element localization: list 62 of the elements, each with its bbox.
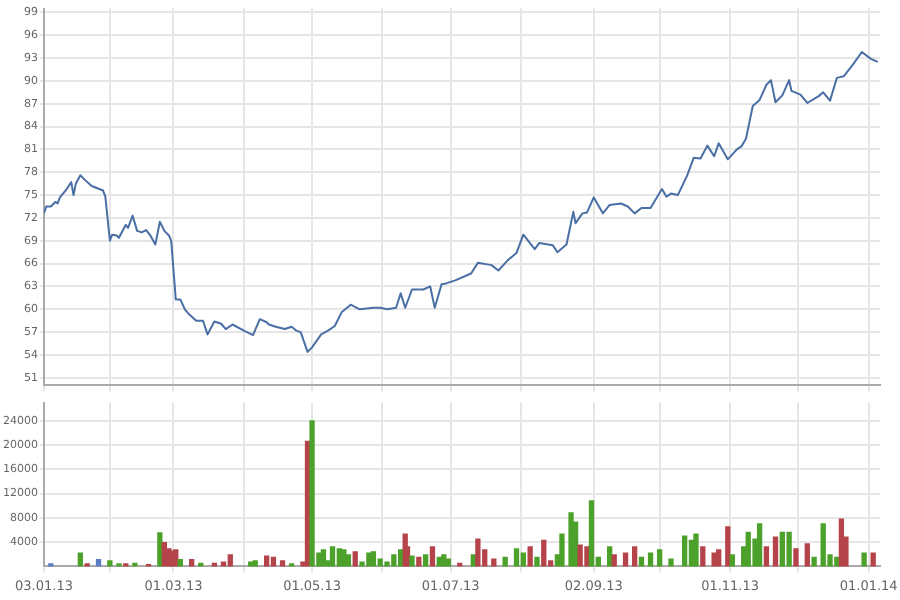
- bar: [366, 552, 372, 567]
- bar: [429, 546, 436, 567]
- bar: [189, 559, 195, 567]
- bar: [647, 552, 654, 567]
- bar: [527, 546, 533, 567]
- bar: [377, 558, 383, 567]
- bar: [370, 551, 377, 567]
- bar: [820, 523, 826, 567]
- bar: [668, 558, 674, 567]
- bar: [220, 561, 227, 567]
- bar: [252, 560, 258, 567]
- bar: [341, 549, 347, 567]
- bar: [384, 561, 390, 567]
- bar: [756, 523, 763, 567]
- bar: [656, 549, 663, 567]
- bar: [445, 558, 452, 567]
- bar: [534, 556, 540, 567]
- bar: [681, 535, 688, 567]
- bar: [607, 546, 613, 567]
- bar: [329, 546, 336, 567]
- bar: [772, 536, 779, 567]
- bar: [422, 554, 429, 567]
- bar: [588, 500, 595, 567]
- bar: [631, 546, 638, 567]
- bar: [177, 559, 183, 567]
- bar: [309, 420, 315, 567]
- bar: [541, 539, 547, 567]
- bar: [745, 531, 751, 567]
- bar: [520, 552, 526, 567]
- bar: [248, 561, 254, 567]
- bar: [729, 554, 735, 567]
- bar: [725, 526, 731, 567]
- bar: [227, 554, 233, 567]
- bar: [491, 558, 497, 567]
- bar: [811, 556, 817, 567]
- bar: [95, 559, 102, 567]
- bar: [157, 532, 163, 567]
- bar: [263, 555, 270, 567]
- bar: [279, 560, 286, 567]
- bar: [398, 549, 404, 567]
- bar: [763, 546, 770, 567]
- bar: [786, 531, 792, 567]
- bar: [693, 533, 699, 567]
- bar: [475, 538, 481, 567]
- bar: [352, 551, 358, 567]
- bar: [345, 554, 352, 567]
- bar: [716, 549, 722, 567]
- bar: [391, 554, 397, 567]
- bar: [804, 543, 810, 567]
- bar: [611, 554, 617, 567]
- bar: [793, 548, 799, 567]
- bar: [173, 549, 179, 567]
- bar: [584, 546, 590, 567]
- bar: [870, 552, 876, 567]
- bar: [513, 548, 520, 567]
- bar: [622, 552, 629, 567]
- bar: [779, 531, 785, 567]
- bar: [577, 544, 583, 567]
- bar: [77, 552, 84, 567]
- bar: [861, 552, 867, 567]
- bar: [409, 555, 415, 567]
- bar: [700, 546, 706, 567]
